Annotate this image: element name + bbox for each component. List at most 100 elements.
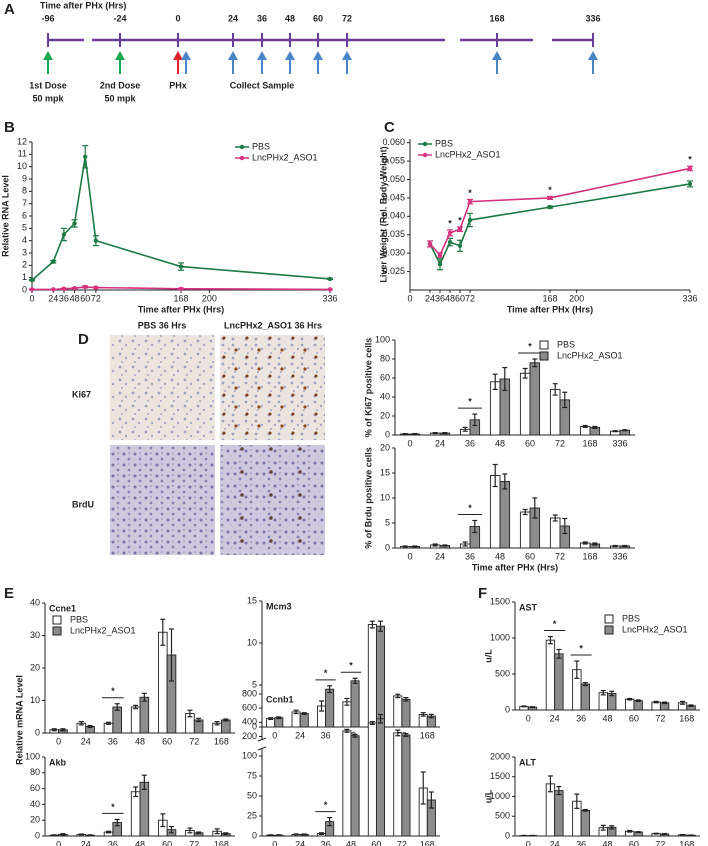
y-tick-label: 0.040	[382, 211, 405, 221]
panel-label: C	[384, 119, 395, 136]
x-tick-label: 0	[526, 839, 531, 846]
x-tick-label: 168	[582, 438, 597, 448]
x-tick-label: 168	[420, 839, 435, 846]
arrow-head	[228, 51, 238, 60]
y-tick-label: 6	[22, 210, 27, 220]
column-label: PBS 36 Hrs	[138, 320, 187, 330]
significance-star: *	[468, 503, 472, 513]
x-tick-label: 168	[214, 839, 229, 846]
point	[467, 199, 473, 204]
y-tick-label: 200	[242, 731, 257, 741]
x-tick-label: 24	[48, 293, 58, 303]
y-tick-label: 50	[247, 790, 257, 800]
point	[51, 287, 56, 292]
bar	[580, 683, 590, 711]
y-axis-label: u/L	[483, 649, 493, 663]
x-tick-label: 24	[295, 730, 305, 740]
x-tick-label: 36	[321, 839, 331, 846]
legend-label: PBS	[557, 339, 575, 349]
y-tick-label: 25	[247, 810, 257, 820]
histology-image	[220, 445, 325, 555]
legend-swatch	[539, 340, 549, 350]
bar	[367, 624, 377, 728]
arrow-head	[285, 51, 295, 60]
event-label: PHx	[169, 80, 187, 90]
y-axis-label: Relative mRNA Level	[14, 675, 24, 765]
bar	[112, 706, 122, 734]
x-tick-label: 48	[70, 293, 80, 303]
x-axis-label: Time after PHx (Hrs)	[472, 562, 558, 572]
y-tick-label: 800	[242, 688, 257, 698]
chart-title: AST	[519, 602, 538, 612]
significance-star: *	[324, 668, 328, 678]
histology-image	[220, 335, 325, 440]
x-tick-label: 168	[214, 736, 229, 746]
point	[447, 239, 453, 245]
bar	[499, 481, 511, 549]
arrow-head	[342, 51, 352, 60]
bar	[299, 713, 309, 728]
x-axis-label: Time after PHx (Hrs)	[138, 304, 224, 314]
bar	[130, 706, 141, 734]
y-tick-label: 100	[242, 750, 257, 760]
y-tick-label: 0	[505, 830, 510, 840]
chart-title: ALT	[519, 757, 536, 767]
bar	[554, 653, 564, 711]
bar	[554, 790, 564, 837]
bar	[549, 388, 561, 436]
point	[327, 276, 333, 282]
bar	[393, 732, 403, 837]
x-tick-label: 0	[29, 293, 34, 303]
x-tick-label: 24	[295, 839, 305, 846]
y-tick-label: 0	[385, 429, 390, 439]
legend-swatch	[52, 626, 62, 636]
x-tick-label: 200	[569, 293, 584, 303]
bar	[350, 680, 360, 728]
x-tick-label: 36	[108, 736, 118, 746]
y-tick-label: 0	[22, 284, 27, 294]
legend-label: PBS	[70, 614, 88, 624]
x-tick-label: 336	[612, 438, 627, 448]
arrow-head	[492, 51, 502, 60]
timeline-tick-label: -96	[41, 13, 54, 23]
arrow-head	[43, 51, 53, 60]
x-tick-label: 72	[189, 736, 199, 746]
point	[687, 166, 693, 171]
point	[51, 259, 56, 264]
y-tick-label: 500	[495, 668, 510, 678]
legend-swatch	[422, 152, 428, 158]
bar	[393, 695, 403, 728]
y-tick-label: 20	[30, 815, 40, 825]
x-tick-label: 0	[526, 713, 531, 723]
y-tick-label: 3	[22, 247, 27, 257]
legend-swatch	[239, 155, 245, 161]
chart-title: Akb	[49, 757, 67, 767]
x-tick-label: 24	[435, 551, 445, 561]
row-label: Ki67	[72, 389, 91, 399]
x-tick-label: 48	[135, 736, 145, 746]
legend-swatch	[539, 351, 549, 361]
legend-label: PBS	[435, 138, 453, 148]
timeline-title: Time after PHx (Hrs)	[40, 0, 126, 10]
y-tick-label: 9	[22, 173, 27, 183]
y-tick-label: 0	[35, 830, 40, 840]
x-tick-label: 48	[495, 551, 505, 561]
y-tick-label: 0	[385, 542, 390, 552]
x-tick-label: 72	[91, 293, 101, 303]
y-tick-label: 600	[242, 703, 257, 713]
y-tick-label: 0.045	[382, 192, 405, 202]
point	[83, 154, 88, 159]
x-tick-label: 60	[80, 293, 90, 303]
x-tick-label: 0	[407, 551, 412, 561]
arrow-head	[257, 51, 267, 60]
x-tick-label: 336	[612, 551, 627, 561]
point	[467, 217, 473, 223]
x-tick-label: 36	[465, 551, 475, 561]
x-tick-label: 0	[56, 736, 61, 746]
bar	[401, 734, 411, 837]
y-tick-label: 5	[385, 517, 390, 527]
x-tick-label: 24	[435, 438, 445, 448]
y-tick-label: 0	[252, 721, 257, 731]
bar	[625, 698, 635, 711]
